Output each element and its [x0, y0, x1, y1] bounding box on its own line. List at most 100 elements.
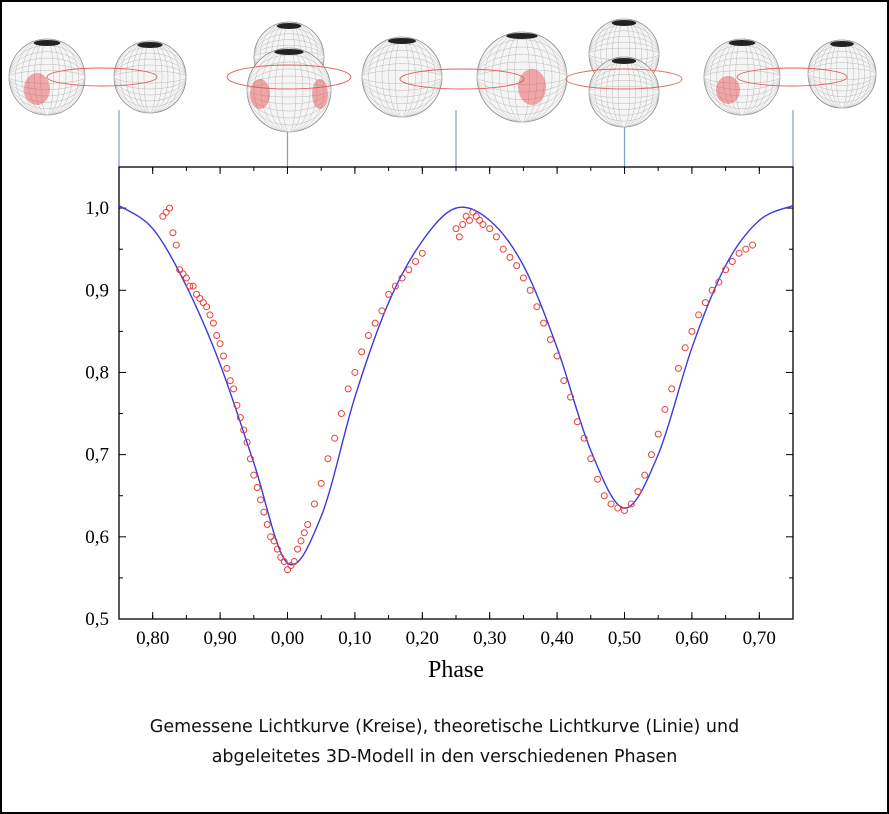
measured-data-point: [209, 319, 217, 327]
measured-data-point: [452, 225, 460, 233]
x-tick-label: 0,40: [540, 628, 573, 649]
measured-data-point: [233, 401, 241, 409]
measured-data-point: [226, 377, 234, 385]
measured-data-point: [280, 557, 288, 565]
measured-data-point: [708, 286, 716, 294]
model-phase-3-orbit: [399, 68, 525, 90]
x-tick-label: 0,50: [608, 628, 641, 649]
measured-data-point: [223, 364, 231, 372]
measured-data-point: [371, 319, 379, 327]
measured-data-point: [199, 299, 207, 307]
sphere-pole-shading: [276, 23, 302, 29]
caption-line-2: abgeleitetes 3D-Modell in den verschiede…: [211, 747, 678, 767]
measured-data-point: [398, 274, 406, 282]
binary-star-3d-models: [8, 18, 877, 167]
measured-data-point: [405, 266, 413, 274]
measured-data-point: [681, 344, 689, 352]
measured-data-point: [540, 319, 548, 327]
model-phase-4-orbit: [565, 68, 683, 90]
measured-data-point: [294, 545, 302, 553]
y-tick-label: 0,6: [85, 527, 109, 548]
sphere-pole-shading: [506, 33, 538, 39]
measured-data-point: [260, 508, 268, 516]
measured-data-point: [385, 290, 393, 298]
measured-data-point: [304, 520, 312, 528]
measured-data-point: [506, 253, 514, 261]
measured-data-point: [246, 455, 254, 463]
model-phase-4-star-front: [588, 56, 660, 128]
measured-data-point: [627, 500, 635, 508]
measured-data-point: [674, 364, 682, 372]
measured-data-point: [358, 348, 366, 356]
measured-data-point: [364, 331, 372, 339]
measured-data-point: [594, 475, 602, 483]
sphere-pole-shading: [611, 20, 637, 26]
x-tick-label: 0,80: [136, 628, 169, 649]
measured-data-point: [614, 504, 622, 512]
measured-data-point: [176, 266, 184, 274]
measured-data-point: [310, 500, 318, 508]
model-phase-5-orbit: [736, 67, 848, 87]
measured-data-point: [634, 488, 642, 496]
sphere-mesh-line: [813, 39, 871, 109]
measured-data-point: [253, 484, 261, 492]
measured-data-point: [499, 245, 507, 253]
measured-data-point: [230, 385, 238, 393]
measured-data-point: [647, 451, 655, 459]
measured-data-point: [701, 299, 709, 307]
measured-data-point: [715, 278, 723, 286]
measured-data-point: [661, 405, 669, 413]
measured-data-point: [462, 212, 470, 220]
measured-data-point: [236, 414, 244, 422]
model-phase-5-star-a: [703, 38, 781, 116]
measured-data-point: [728, 258, 736, 266]
x-tick-label: 0,90: [203, 628, 236, 649]
theory-light-curve-line: [118, 204, 794, 566]
measured-data-point: [277, 553, 285, 561]
measured-data-point: [162, 208, 170, 216]
sphere-pole-shading: [611, 58, 637, 64]
measured-data-point: [465, 216, 473, 224]
measured-data-point: [270, 537, 278, 545]
measured-data-point: [722, 266, 730, 274]
x-tick-label: 0,30: [473, 628, 506, 649]
measured-data-point: [526, 286, 534, 294]
measured-data-point: [378, 307, 386, 315]
measured-data-point: [513, 262, 521, 270]
sphere-mesh-line: [484, 31, 560, 123]
measured-data-point: [668, 385, 676, 393]
measured-data-point: [546, 336, 554, 344]
measured-data-point: [472, 212, 480, 220]
sphere-pole-shading: [830, 41, 854, 47]
measured-data-point: [219, 352, 227, 360]
measured-data-point: [600, 492, 608, 500]
y-tick-label: 1,0: [85, 198, 109, 219]
plot-frame: [118, 166, 794, 620]
measured-data-point: [749, 241, 757, 249]
measured-data-point: [459, 221, 467, 229]
measured-data-point: [186, 282, 194, 290]
measured-data-point: [290, 557, 298, 565]
measured-data-point: [250, 471, 258, 479]
measured-data-point: [317, 479, 325, 487]
y-tick-label: 0,9: [85, 280, 109, 301]
sphere-mesh-line: [368, 36, 436, 118]
measured-data-point: [216, 340, 224, 348]
measured-data-point: [213, 331, 221, 339]
measured-data-point: [240, 426, 248, 434]
measured-data-point: [587, 455, 595, 463]
measured-data-point: [476, 216, 484, 224]
measured-data-point: [344, 385, 352, 393]
sphere-mesh-line: [119, 40, 181, 114]
measured-data-point: [267, 533, 275, 541]
measured-data-point: [695, 311, 703, 319]
y-tick-label: 0,7: [85, 445, 109, 466]
measured-data-point: [203, 303, 211, 311]
measured-data-point: [412, 258, 420, 266]
measured-data-point: [455, 233, 463, 241]
measured-data-point: [297, 537, 305, 545]
model-phase-5-star-b: [807, 39, 877, 109]
measured-data-point: [519, 274, 527, 282]
model-phase-1-orbit: [46, 67, 158, 87]
